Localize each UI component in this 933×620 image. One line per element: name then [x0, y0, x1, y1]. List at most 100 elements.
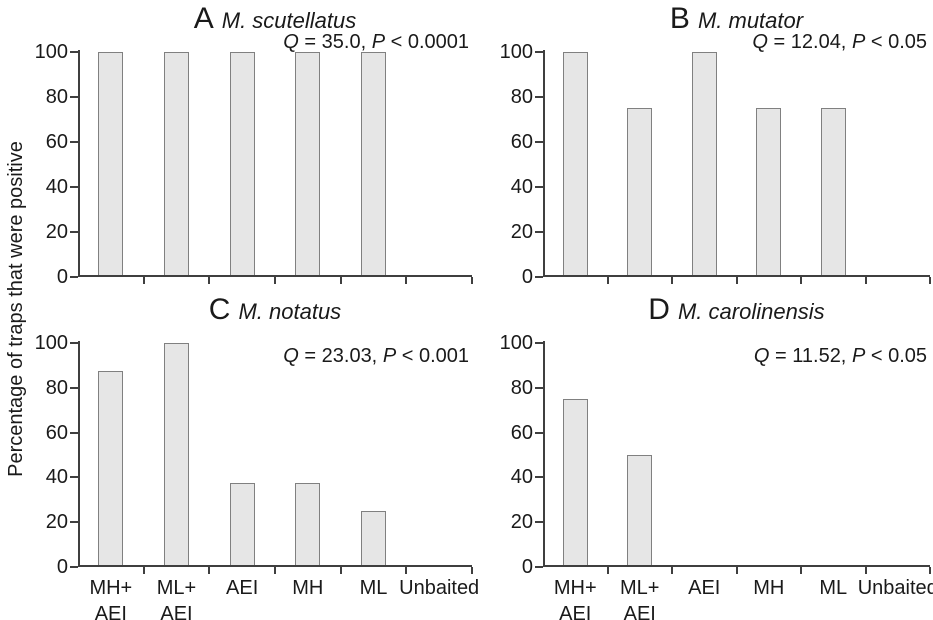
y-tick-label: 20	[45, 221, 68, 243]
y-tick-label: 0	[56, 266, 68, 288]
y-axis-line	[543, 50, 545, 277]
y-tick-label: 60	[510, 131, 533, 153]
x-category-label-line: AEI	[688, 577, 721, 599]
x-category-label: Unbaited	[838, 575, 933, 601]
y-tick	[70, 521, 78, 524]
bar-MH+AEI	[562, 52, 588, 277]
x-category-label: MH+ AEI	[51, 575, 171, 620]
stat-p-value: < 0.001	[396, 345, 469, 367]
x-tick	[671, 277, 673, 284]
stat-p-symbol: P	[382, 345, 397, 367]
y-tick	[70, 476, 78, 479]
chart-plot-area: 0 20 40 60 80 100	[500, 41, 931, 288]
y-tick-label: 100	[34, 41, 68, 63]
y-tick	[70, 342, 78, 344]
panel-b: B M. mutator Q = 12.04, P < 0.05 0 20 40 60 8…	[500, 2, 931, 288]
bar-ML	[361, 52, 386, 277]
x-category-label: ML+ AEI	[117, 575, 237, 620]
x-tick	[208, 567, 211, 574]
x-axis-line	[543, 275, 930, 277]
y-tick	[535, 476, 543, 479]
y-tick	[70, 51, 78, 53]
y-tick-label: 80	[510, 376, 533, 399]
species-name: M. mutator	[697, 8, 804, 33]
y-tick	[535, 96, 543, 98]
stat-q-symbol: Q	[283, 31, 299, 53]
chart-plot-area: 0 20 40 60 80 100 MH+ AEI ML+ AEI AEI MH ML Unbaited	[500, 332, 933, 620]
y-tick-label: 60	[510, 421, 533, 444]
y-tick	[535, 431, 543, 434]
x-category-label-line: AEI	[559, 603, 592, 620]
x-tick	[471, 277, 473, 284]
stat-q-symbol: Q	[753, 345, 770, 367]
x-tick	[671, 567, 673, 574]
y-tick	[535, 51, 543, 53]
stat-p-symbol: P	[371, 31, 386, 53]
bar-ML+AEI	[627, 108, 653, 277]
y-tick	[535, 231, 543, 233]
species-name: M. notatus	[238, 299, 342, 324]
y-tick	[535, 276, 543, 278]
x-tick	[735, 277, 738, 284]
panel-letter: B	[669, 2, 690, 35]
y-tick	[70, 431, 78, 434]
y-axis-line	[78, 341, 80, 567]
y-tick-label: 0	[521, 266, 533, 288]
x-category-label-line: Unbaited	[399, 577, 480, 599]
x-category-label-line: MH	[753, 577, 785, 599]
x-axis-line	[78, 565, 472, 567]
y-tick-label: 80	[45, 376, 68, 399]
y-tick	[70, 231, 78, 233]
y-tick	[70, 566, 78, 568]
panel-letter: C	[208, 293, 231, 326]
y-tick	[70, 186, 78, 188]
x-tick	[142, 567, 145, 574]
x-category-label: ML	[314, 575, 434, 601]
y-tick	[70, 276, 78, 278]
x-tick	[405, 277, 408, 284]
stat-p-symbol: P	[851, 345, 866, 367]
y-tick-label: 100	[34, 332, 68, 354]
stats-annotation: Q = 11.52, P < 0.05	[754, 345, 927, 368]
x-tick	[800, 567, 802, 574]
x-category-label-line: ML+	[620, 577, 660, 599]
x-category-label-line: AEI	[226, 577, 259, 599]
stats-annotation: Q = 12.04, P < 0.05	[752, 31, 927, 54]
x-tick	[471, 567, 473, 574]
y-tick	[535, 141, 543, 143]
x-tick	[274, 567, 276, 574]
y-tick-label: 60	[45, 131, 68, 153]
x-category-label-line: MH+	[553, 577, 597, 599]
y-tick-label: 40	[510, 176, 533, 198]
y-tick-label: 80	[510, 86, 533, 108]
species-name: M. carolinensis	[677, 299, 825, 324]
x-category-label-line: MH+	[89, 577, 133, 599]
x-category-label: Unbaited	[379, 575, 499, 601]
stat-p-symbol: P	[851, 31, 866, 53]
stat-p-value: < 0.05	[865, 31, 927, 53]
stats-annotation: Q = 23.03, P < 0.001	[283, 345, 469, 368]
stat-p-value: < 0.0001	[385, 31, 469, 53]
panel-d-title: D M. carolinensis	[543, 293, 930, 335]
x-category-label-line: Unbaited	[857, 577, 933, 599]
x-category-label: MH	[248, 575, 368, 601]
bar-ML	[361, 511, 386, 567]
x-category-label: ML	[773, 575, 893, 601]
chart-plot-area: 0 20 40 60 80 100 MH+ AEI ML+ AEI AEI MH ML Unbaited	[35, 332, 480, 620]
y-tick	[535, 521, 543, 524]
stat-p-value: < 0.05	[865, 345, 927, 367]
bar-AEI	[229, 483, 255, 567]
x-tick	[339, 277, 342, 284]
x-category-label-line: AEI	[623, 603, 656, 620]
panel-letter: D	[648, 293, 670, 326]
x-tick	[208, 277, 211, 284]
x-category-label-line: MH	[292, 577, 324, 599]
panel-c: C M. notatus Q = 23.03, P < 0.001 0 20 40 60…	[35, 293, 480, 620]
y-axis-line	[78, 50, 80, 277]
y-tick-label: 80	[45, 86, 68, 108]
bar-MH+AEI	[98, 52, 124, 277]
x-tick	[929, 277, 931, 284]
stat-q-value: = 23.03,	[298, 345, 383, 367]
x-tick	[864, 277, 867, 284]
